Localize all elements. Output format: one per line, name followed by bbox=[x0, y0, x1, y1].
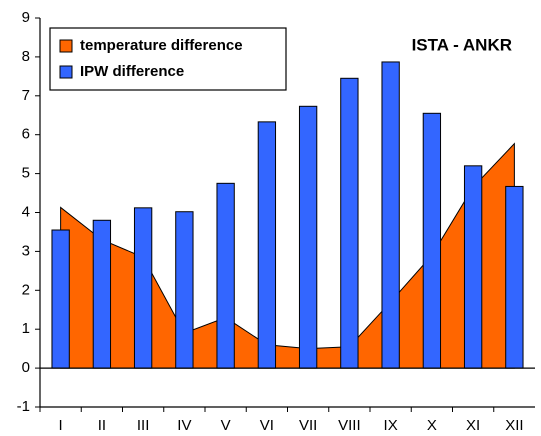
bar bbox=[175, 211, 194, 369]
y-tick-label: 9 bbox=[22, 9, 30, 26]
y-tick-label: 7 bbox=[22, 87, 30, 104]
y-tick-label: 5 bbox=[22, 165, 30, 182]
x-tick-label: III bbox=[137, 417, 150, 434]
bar bbox=[505, 185, 524, 369]
y-tick-label: 6 bbox=[22, 126, 30, 143]
x-tick-label: V bbox=[221, 417, 231, 434]
area bbox=[60, 142, 515, 369]
bar bbox=[92, 219, 112, 369]
bar bbox=[340, 77, 359, 369]
x-tick-label: I bbox=[59, 417, 63, 434]
bar bbox=[381, 61, 400, 369]
bar bbox=[298, 105, 318, 369]
x-tick-label: XII bbox=[505, 417, 523, 434]
bar bbox=[51, 229, 70, 369]
bar bbox=[422, 112, 442, 369]
x-tick-label: VIII bbox=[338, 417, 361, 434]
y-tick-label: 2 bbox=[22, 281, 30, 298]
legend-swatch bbox=[59, 65, 73, 79]
y-tick-label: 4 bbox=[22, 203, 30, 220]
y-tick-label: 0 bbox=[22, 359, 30, 376]
x-tick-label: II bbox=[98, 417, 106, 434]
legend-label: IPW difference bbox=[80, 63, 184, 80]
y-tick-label: 1 bbox=[22, 320, 30, 337]
y-tick-label: 3 bbox=[22, 242, 30, 259]
y-tick-label: -1 bbox=[17, 398, 30, 415]
legend-box bbox=[49, 27, 287, 91]
x-tick-label: IX bbox=[384, 417, 398, 434]
x-tick-label: XI bbox=[466, 417, 480, 434]
legend-label: temperature difference bbox=[80, 37, 243, 54]
legend-swatch bbox=[59, 39, 73, 53]
bar bbox=[463, 165, 483, 369]
annotation: ISTA - ANKR bbox=[412, 35, 512, 54]
bar bbox=[257, 121, 277, 369]
x-tick-label: IV bbox=[177, 417, 191, 434]
x-tick-label: VII bbox=[299, 417, 317, 434]
bar bbox=[216, 182, 235, 369]
y-tick-label: 8 bbox=[22, 48, 30, 65]
x-tick-label: VI bbox=[260, 417, 274, 434]
x-tick-label: X bbox=[427, 417, 437, 434]
bar bbox=[133, 207, 153, 369]
